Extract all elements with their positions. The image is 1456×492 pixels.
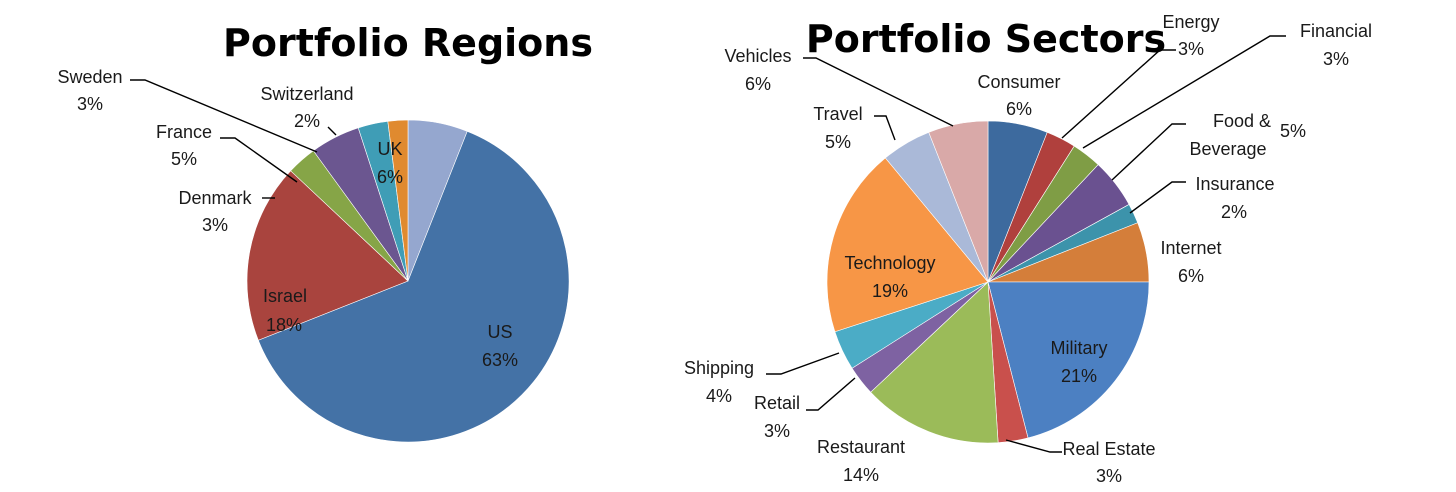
sectors-name-label-military: Military xyxy=(1051,338,1108,358)
sectors-value-label-real-estate: 3% xyxy=(1096,466,1122,486)
sectors-value-label-military: 21% xyxy=(1061,366,1097,386)
regions-value-label-france: 5% xyxy=(171,149,197,169)
sectors-name-label-financial: Financial xyxy=(1300,21,1372,41)
sectors-name-label-retail: Retail xyxy=(754,393,800,413)
regions-name-label-us: US xyxy=(487,322,512,342)
regions-name-label-sweden: Sweden xyxy=(57,67,122,87)
sectors-leader-energy xyxy=(1061,49,1176,139)
sectors-name-label-insurance: Insurance xyxy=(1195,174,1274,194)
regions-slice-switzerland xyxy=(387,119,409,282)
regions-name-label-france: France xyxy=(156,122,212,142)
regions-leader-switzerland xyxy=(327,126,337,136)
sectors-name-label-food-and-beverage-0: Food & xyxy=(1213,111,1271,131)
sectors-slice-technology xyxy=(826,157,989,333)
regions-leader-france xyxy=(220,137,298,183)
regions-leader-sweden xyxy=(130,79,318,153)
sectors-value-label-travel: 5% xyxy=(825,132,851,152)
sectors-leader-insurance xyxy=(1129,181,1186,214)
sectors-leader-food-and-beverage xyxy=(1111,123,1186,181)
regions-name-label-switzerland: Switzerland xyxy=(260,84,353,104)
regions-value-label-switzerland: 2% xyxy=(294,111,320,131)
sectors-name-label-internet: Internet xyxy=(1160,238,1221,258)
regions-slice-israel xyxy=(246,170,409,341)
regions-value-label-denmark: 3% xyxy=(202,215,228,235)
sectors-leader-vehicles xyxy=(803,57,954,127)
sectors-value-label-restaurant: 14% xyxy=(843,465,879,485)
sectors-leader-shipping xyxy=(766,352,840,375)
sectors-slice-vehicles xyxy=(928,120,989,283)
sectors-chart-title: Portfolio Sectors xyxy=(806,17,1166,61)
sectors-name-label-restaurant: Restaurant xyxy=(817,437,905,457)
sectors-name-label-consumer: Consumer xyxy=(977,72,1060,92)
sectors-value-label-technology: 19% xyxy=(872,281,908,301)
sectors-leader-retail xyxy=(806,377,856,411)
sectors-value-label-energy: 3% xyxy=(1178,39,1204,59)
sectors-value-label-vehicles: 6% xyxy=(745,74,771,94)
sectors-value-label-internet: 6% xyxy=(1178,266,1204,286)
sectors-slice-restaurant xyxy=(870,281,999,444)
regions-slice-us xyxy=(257,130,570,443)
regions-name-label-israel: Israel xyxy=(263,286,307,306)
sectors-name-label-vehicles: Vehicles xyxy=(724,46,791,66)
sectors-value-label-shipping: 4% xyxy=(706,386,732,406)
sectors-value-label-retail: 3% xyxy=(764,421,790,441)
regions-value-label-uk: 6% xyxy=(377,167,403,187)
sectors-value-label-consumer: 6% xyxy=(1006,99,1032,119)
regions-chart-title: Portfolio Regions xyxy=(223,21,593,65)
regions-value-label-israel: 18% xyxy=(266,315,302,335)
regions-name-label-denmark: Denmark xyxy=(178,188,252,208)
sectors-leader-financial xyxy=(1082,35,1286,149)
sectors-value-label-food-and-beverage: 5% xyxy=(1280,121,1306,141)
sectors-value-label-financial: 3% xyxy=(1323,49,1349,69)
regions-value-label-sweden: 3% xyxy=(77,94,103,114)
sectors-pie xyxy=(826,120,1150,444)
regions-name-label-uk: UK xyxy=(377,139,402,159)
sectors-name-label-technology: Technology xyxy=(844,253,935,273)
sectors-leader-travel xyxy=(874,115,896,141)
regions-value-label-us: 63% xyxy=(482,350,518,370)
sectors-name-label-real-estate: Real Estate xyxy=(1062,439,1155,459)
sectors-leader-real-estate xyxy=(1005,439,1062,453)
sectors-name-label-energy: Energy xyxy=(1162,12,1219,32)
sectors-value-label-insurance: 2% xyxy=(1221,202,1247,222)
sectors-name-label-food-and-beverage-1: Beverage xyxy=(1189,139,1266,159)
sectors-name-label-travel: Travel xyxy=(813,104,862,124)
sectors-slice-military xyxy=(987,281,1150,439)
regions-pie xyxy=(246,119,570,443)
sectors-name-label-shipping: Shipping xyxy=(684,358,754,378)
